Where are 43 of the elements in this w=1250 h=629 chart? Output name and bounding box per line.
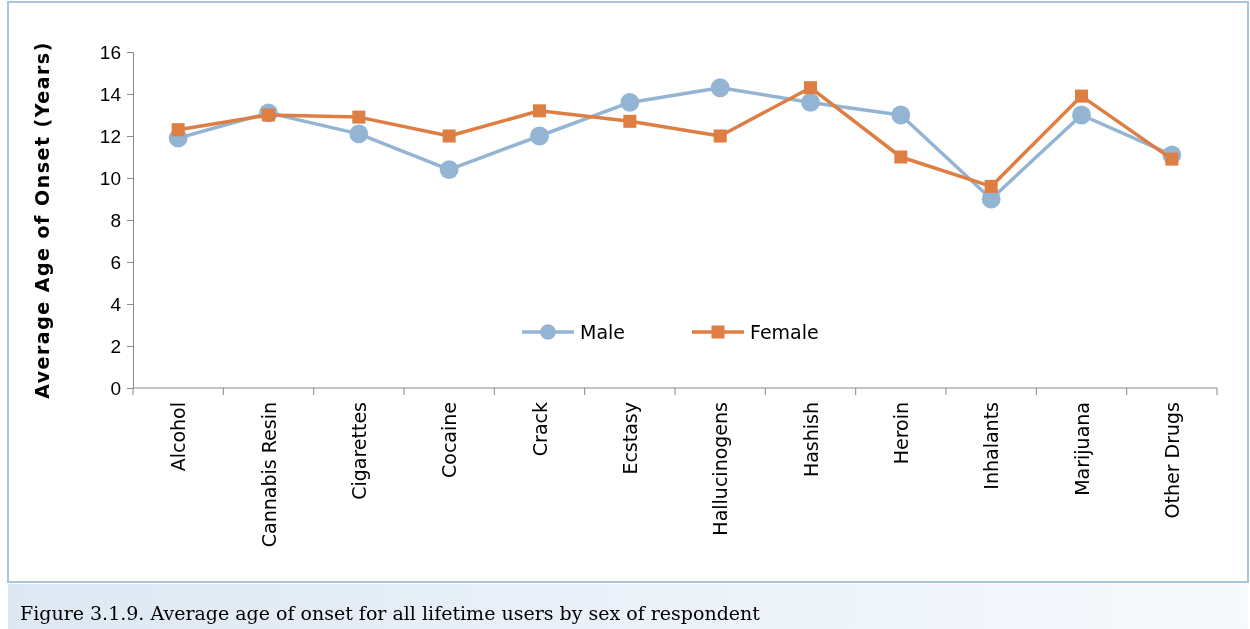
x-tick-label: Other Drugs [1160, 402, 1183, 519]
point [439, 160, 459, 180]
x-tick-label: Cigarettes [347, 402, 370, 500]
caption: Figure 3.1.9. Average age of onset for all lifetime users by sex of respondent [20, 602, 761, 624]
x-tick-label: Hallucinogens [709, 402, 732, 536]
point [1072, 105, 1091, 125]
y-tick-label: 4 [110, 293, 122, 315]
legend-label: Male [580, 321, 626, 343]
point [623, 114, 637, 128]
point [349, 124, 369, 144]
point [801, 92, 820, 112]
point [352, 110, 366, 124]
x-tick-label: Cannabis Resin [257, 402, 280, 548]
point [984, 179, 998, 193]
point [532, 104, 547, 118]
x-tick-label: Alcohol [167, 402, 190, 472]
point [1074, 89, 1089, 103]
point [891, 105, 911, 125]
point [620, 92, 640, 112]
x-tick-label: Ecstasy [618, 402, 641, 475]
y-tick-label: 10 [99, 167, 121, 189]
x-tick-label: Inhalants [980, 402, 1003, 490]
x-tick-label: Hashish [799, 402, 822, 478]
y-tick-label: 16 [99, 41, 121, 63]
point [713, 129, 727, 143]
point [803, 81, 818, 95]
y-tick-label: 2 [110, 335, 121, 357]
x-tick-label: Heroin [889, 402, 912, 465]
y-tick-label: 8 [110, 209, 121, 231]
x-tick-label: Crack [528, 402, 551, 457]
point [442, 129, 456, 143]
y-tick-label: 0 [110, 377, 121, 399]
point [530, 126, 549, 146]
x-tick-label: Cocaine [438, 402, 461, 478]
y-tick-label: 6 [110, 251, 121, 273]
point [171, 123, 185, 137]
point [710, 78, 730, 98]
y-tick-label: 14 [99, 83, 122, 105]
x-tick-label: Marijuana [1070, 402, 1093, 496]
point [894, 150, 908, 164]
y-tick-label: 12 [99, 125, 121, 147]
y-axis-title: Average Age of Onset (Years) [31, 41, 53, 399]
legend-label: Female [750, 321, 819, 343]
